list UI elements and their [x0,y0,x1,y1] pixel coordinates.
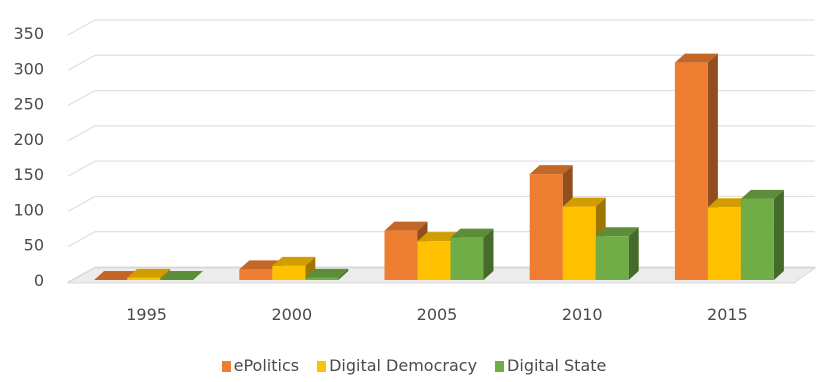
bar-top [239,260,283,270]
bar-top [160,271,204,280]
bar-front [740,198,774,280]
legend-swatch [317,361,327,372]
legend-label: ePolitics [233,356,300,375]
bar-front [450,237,484,280]
bar [417,232,461,280]
x-tick-label: 2010 [562,305,603,324]
bar-top [127,268,171,278]
bar-top [305,268,349,278]
bar-top [707,198,751,208]
bar-front [707,207,741,280]
bar-front [595,236,629,280]
bar-side [483,228,494,280]
bar-top [94,271,138,280]
y-tick-label: 150 [13,165,44,184]
gridline-diagonal [67,195,96,212]
bar-side [160,268,171,280]
bar-front [417,241,451,280]
legend-item: ePolitics [221,356,300,375]
gridline-diagonal [67,54,96,71]
bar [305,268,349,280]
y-tick-label: 250 [13,95,44,114]
y-tick-label: 100 [13,200,44,219]
x-tick-label: 1995 [126,305,167,324]
y-tick-label: 300 [13,59,44,78]
y-tick-label: 50 [24,236,44,255]
bar-front [562,206,596,280]
bar-top [562,197,606,207]
bar-top [384,221,428,231]
bar-top [529,165,573,175]
bar-front [272,265,306,280]
bar [740,189,784,280]
bar [272,256,316,280]
legend-label: Digital State [507,356,607,375]
bar-side [628,227,639,280]
y-tick-label: 200 [13,130,44,149]
bar [127,268,171,280]
legend-label: Digital Democracy [329,356,478,375]
x-axis-ticks: 1995 2000 2005 2010 2015 [126,305,748,324]
bar-top [740,189,784,199]
bar [94,271,138,280]
bar-top [450,228,494,238]
gridline-diagonal [67,231,96,248]
legend-swatch [495,361,505,372]
bar-side [773,189,784,280]
gridline-diagonal [67,19,96,36]
bar-top [595,227,639,237]
bar-front [384,230,418,280]
y-tick-label: 350 [13,24,44,43]
x-tick-label: 2015 [707,305,748,324]
gridline-diagonal [67,266,96,283]
bar-side [305,256,316,280]
bar-front [239,269,273,280]
gridline-diagonal [67,125,96,142]
x-tick-label: 2005 [417,305,458,324]
bar [160,271,204,280]
bars [94,53,784,280]
legend-swatch [221,361,231,372]
bar-front [529,174,563,280]
bar-top [674,53,718,63]
x-tick-label: 2000 [271,305,312,324]
bar-front [127,277,161,280]
bar-front [305,277,339,280]
y-tick-label: 0 [34,271,44,290]
legend-item: Digital Democracy [317,356,477,375]
y-axis-ticks: 0 50 100 150 200 250 300 350 [13,24,44,290]
gridline-diagonal [67,160,96,177]
gridline-diagonal [67,90,96,107]
bar-side [338,268,349,280]
bar-top [417,232,461,242]
bar [450,228,494,280]
bar-front [674,62,708,280]
bar-top [272,256,316,266]
legend: ePolitics Digital Democracy Digital State [0,356,828,375]
bar [595,227,639,280]
legend-item: Digital State [495,356,606,375]
